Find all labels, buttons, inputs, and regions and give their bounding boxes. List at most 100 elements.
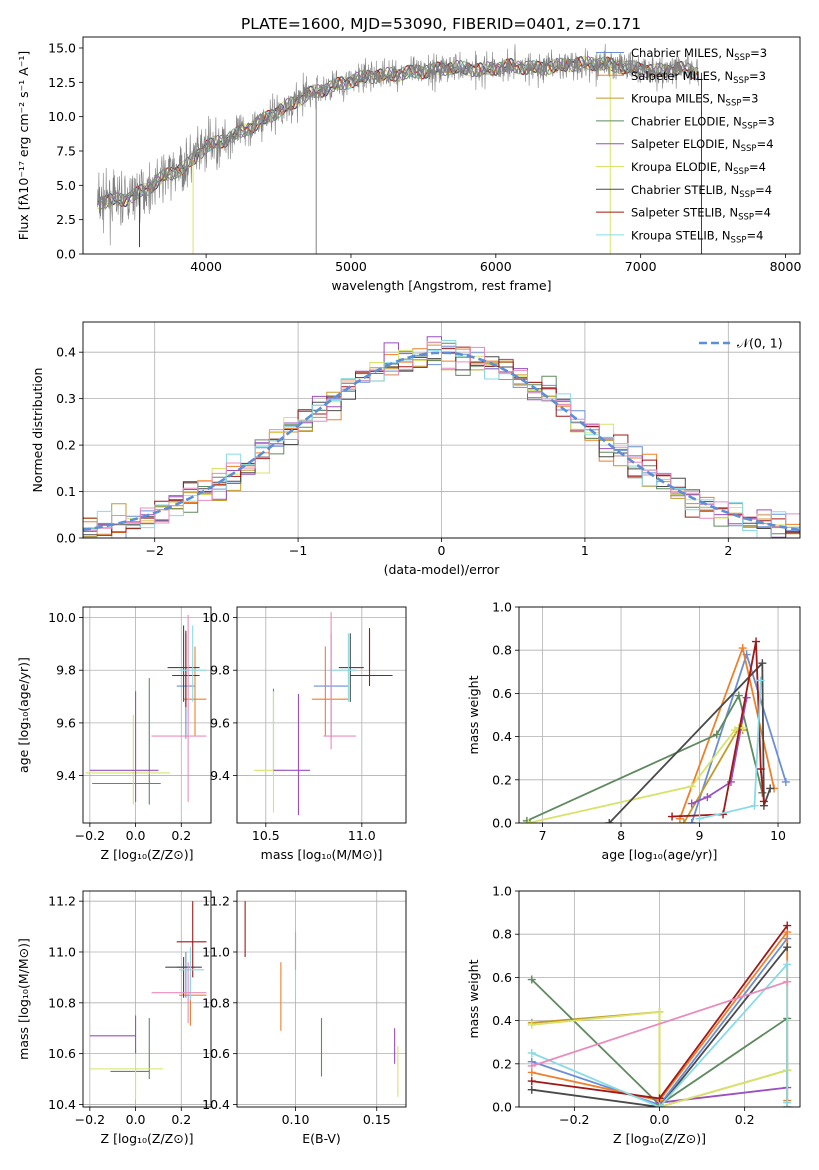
y-tick-label: 0.4	[56, 345, 76, 360]
histogram-series	[83, 341, 800, 538]
y-tick-label: 9.6	[210, 715, 230, 730]
plot-area	[254, 612, 393, 816]
y-tick-label: 0.6	[492, 686, 512, 701]
panel-age-vs-mass: 10.5 11.0 9.4 9.6 9.8 10.0 mass [log₁₀(M/M⊙)]	[202, 606, 407, 862]
histogram-series	[83, 345, 800, 538]
y-axis-label: mass [log₁₀(M/M⊙)]	[16, 938, 31, 1060]
x-axis-label: age [log₁₀(age/yr)]	[602, 847, 718, 862]
plot-area	[85, 614, 207, 805]
axes-frame	[236, 890, 407, 1108]
data-spectrum	[97, 43, 699, 246]
legend-count: =3	[758, 114, 775, 128]
weight-marker	[783, 977, 792, 986]
y-tick-label: 2.5	[56, 212, 76, 227]
x-tick-label: 8000	[770, 259, 802, 274]
axes-frame	[82, 606, 212, 824]
weight-marker	[527, 1077, 536, 1086]
legend-entry: Kroupa STELIB, NSSP=4	[631, 228, 763, 245]
y-tick-label: 5.0	[56, 178, 76, 193]
weight-marker	[687, 799, 696, 808]
legend-entry: 𝒩(0, 1)	[737, 336, 783, 351]
plot-area	[244, 901, 399, 1097]
legend-count: =3	[750, 46, 767, 60]
legend-subscript: SSP	[733, 167, 749, 177]
x-tick-label: −0.2	[75, 1112, 105, 1127]
y-tick-label: 10.4	[48, 1097, 76, 1112]
gaussian-curve	[83, 351, 800, 532]
weight-marker	[527, 975, 536, 984]
weight-marker	[766, 784, 775, 793]
x-axis-label: mass [log₁₀(M/M⊙)]	[261, 847, 383, 862]
y-tick-label: 9.4	[210, 768, 230, 783]
y-tick-label: 0.2	[492, 772, 512, 787]
panel-age-vs-z: −0.2 0.0 0.2 9.4 9.6 9.8 10.0 Z [log₁₀(Z/Z⊙)] ag…	[16, 606, 212, 862]
x-axis-label: wavelength [Angstrom, rest frame]	[331, 278, 551, 293]
model-line	[97, 56, 699, 210]
y-tick-label: 0.6	[492, 970, 512, 985]
plot-area	[522, 637, 790, 823]
weight-line	[531, 980, 788, 1067]
y-tick-label: 10.6	[48, 1046, 76, 1061]
legend-entry: Chabrier STELIB, NSSP=4	[631, 183, 772, 200]
histogram-series	[83, 340, 800, 538]
x-axis-label: Z [log₁₀(Z/Z⊙)]	[101, 1131, 194, 1146]
y-tick-label: 0.0	[56, 531, 76, 546]
y-tick-label: 9.6	[56, 715, 76, 730]
panel-mass-weight-vs-z: −0.2 0.0 0.2 0.0 0.2 0.4 0.6 0.8 1.0 Z [log₁₀(Z/Z…	[466, 884, 801, 1146]
histogram-series	[83, 342, 800, 538]
weight-marker	[695, 814, 704, 823]
weight-marker	[679, 819, 688, 823]
x-axis-label: (data-model)/error	[384, 562, 501, 577]
legend-entry: Kroupa MILES, NSSP=3	[631, 92, 758, 109]
legend-count: =4	[755, 183, 772, 197]
legend-entry: Salpeter STELIB, NSSP=4	[631, 206, 771, 223]
x-axis-label: Z [log₁₀(Z/Z⊙)]	[101, 847, 194, 862]
legend-subscript: SSP	[731, 235, 747, 245]
weight-marker	[783, 1098, 792, 1107]
y-tick-label: 1.0	[492, 884, 512, 899]
legend: 𝒩(0, 1)	[699, 336, 783, 351]
weight-line	[531, 962, 789, 1107]
weight-line	[683, 726, 744, 823]
panels: 4000 5000 6000 7000 80000.02.55.07.510.012.5…	[16, 36, 802, 1146]
weight-marker	[758, 659, 767, 668]
x-axis-label: E(B-V)	[302, 1131, 341, 1146]
y-tick-label: 11.2	[202, 894, 230, 909]
weight-marker	[655, 1103, 664, 1107]
weight-marker	[522, 816, 531, 823]
axes-frame	[82, 321, 801, 539]
y-tick-label: 0.2	[56, 438, 76, 453]
y-tick-label: 0.0	[492, 1100, 512, 1115]
weight-marker	[783, 960, 792, 969]
y-tick-label: 10.8	[202, 995, 230, 1010]
weight-marker	[527, 1020, 536, 1029]
axes-frame	[518, 606, 801, 824]
y-tick-label: 10.0	[48, 610, 76, 625]
x-axis-label: Z [log₁₀(Z/Z⊙)]	[613, 1131, 706, 1146]
weight-marker	[703, 793, 712, 802]
axes-frame	[82, 36, 801, 255]
x-tick-label: 1	[581, 543, 589, 558]
x-tick-label: 0.0	[126, 1112, 146, 1127]
legend-count: =4	[746, 228, 763, 242]
weight-line	[531, 1011, 788, 1107]
weight-line	[659, 1086, 788, 1104]
x-tick-label: 11.0	[348, 828, 376, 843]
y-axis-label: mass weight	[466, 675, 481, 754]
weight-marker	[734, 691, 743, 700]
y-tick-label: 10.6	[202, 1046, 230, 1061]
legend-count: =4	[757, 137, 774, 151]
weight-marker	[783, 943, 792, 952]
y-tick-label: 9.8	[210, 663, 230, 678]
y-tick-label: 0.0	[492, 816, 512, 831]
x-tick-label: 5000	[335, 259, 367, 274]
legend-count: =3	[749, 69, 766, 83]
weight-line	[526, 693, 764, 822]
y-tick-label: 10.0	[202, 610, 230, 625]
weight-marker	[524, 819, 533, 823]
y-tick-label: 0.8	[492, 643, 512, 658]
legend-subscript: SSP	[733, 76, 749, 86]
x-tick-label: 8	[617, 828, 625, 843]
panel-residuals: −2 −1 0 1 2 0.0 0.1 0.2 0.3 0.4 (data-model)/error…	[30, 321, 801, 577]
